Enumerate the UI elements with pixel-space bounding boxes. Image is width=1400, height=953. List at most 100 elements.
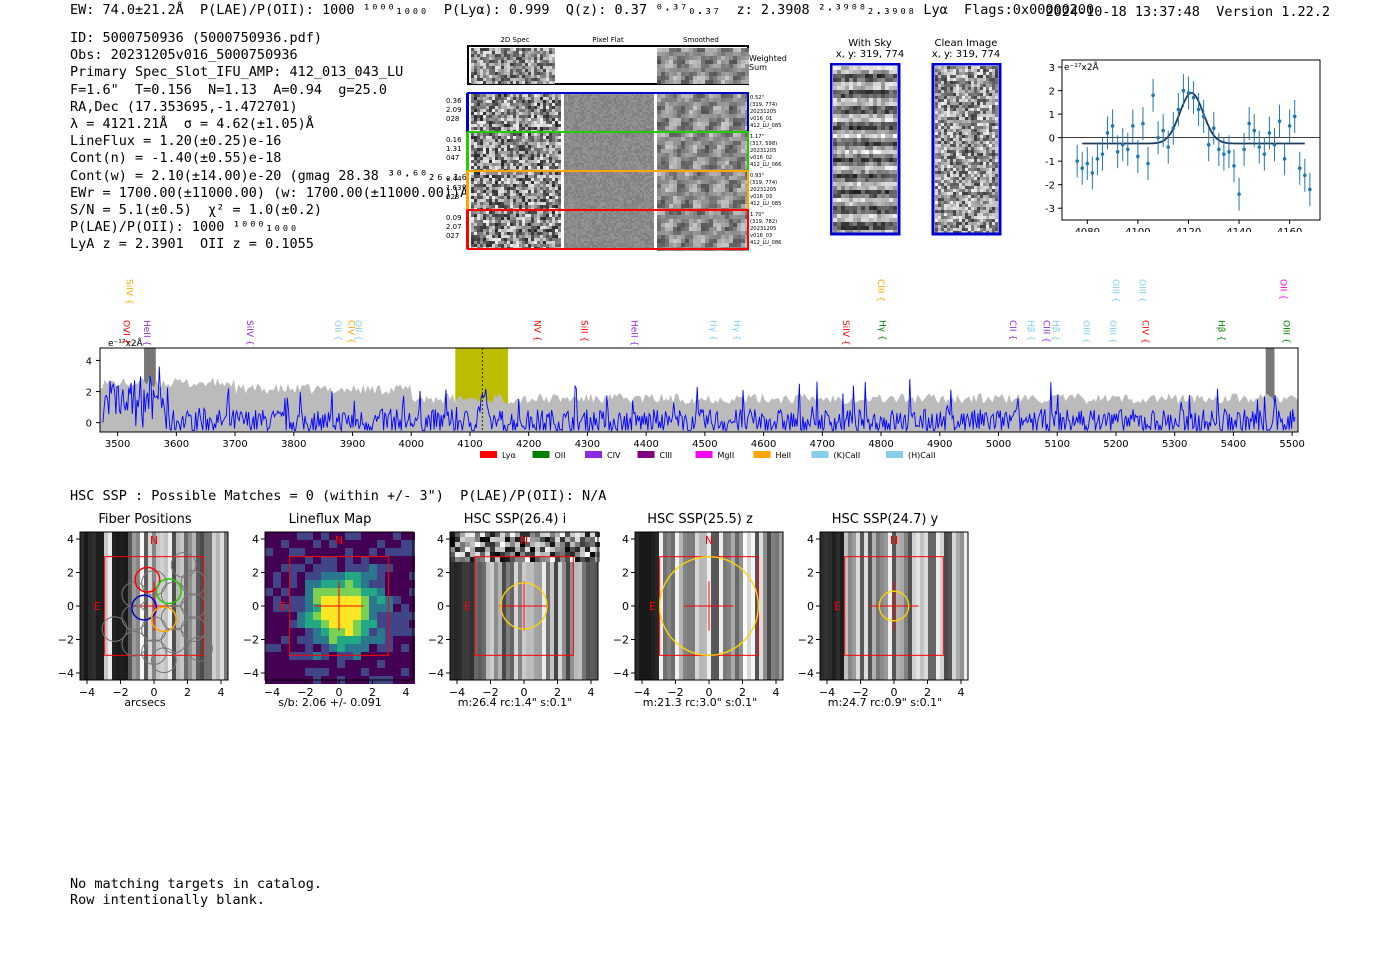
noise-pixel — [620, 180, 622, 182]
noise-pixel — [598, 206, 600, 208]
noise-pixel — [574, 133, 576, 135]
noise-pixel — [586, 202, 588, 204]
noise-pixel — [652, 139, 654, 141]
noise-pixel — [471, 199, 474, 202]
noise-pixel — [614, 112, 616, 114]
noise-pixel — [495, 103, 498, 106]
noise-pixel — [543, 139, 546, 142]
noise-pixel — [525, 75, 528, 78]
noise-pixel — [564, 122, 566, 124]
noise-pixel — [626, 100, 628, 102]
smooth-pixel — [661, 110, 665, 114]
noise-pixel — [528, 178, 531, 181]
noise-pixel — [543, 103, 546, 106]
noise-pixel — [513, 81, 516, 84]
smooth-pixel — [677, 48, 681, 52]
noise-pixel — [588, 163, 590, 165]
smooth-pixel — [669, 118, 673, 122]
noise-pixel — [618, 112, 620, 114]
noise-pixel — [471, 103, 474, 106]
smooth-pixel — [669, 56, 673, 60]
noise-pixel — [568, 143, 570, 145]
noise-pixel — [570, 182, 572, 184]
noise-pixel — [632, 163, 634, 165]
noise-pixel — [570, 108, 572, 110]
noise-pixel — [483, 151, 486, 154]
noise-pixel — [543, 60, 546, 63]
noise-pixel — [632, 157, 634, 159]
smooth-pixel — [721, 165, 725, 169]
noise-pixel — [528, 118, 531, 121]
noise-pixel — [624, 106, 626, 108]
noise-pixel — [600, 135, 602, 137]
noise-pixel — [564, 182, 566, 184]
noise-pixel — [580, 120, 582, 122]
noise-pixel — [640, 182, 642, 184]
smooth-pixel — [725, 153, 729, 157]
smooth-pixel — [661, 133, 665, 137]
noise-pixel — [543, 69, 546, 72]
noise-pixel — [650, 188, 652, 190]
noise-pixel — [606, 145, 608, 147]
noise-pixel — [584, 110, 586, 112]
smooth-pixel — [713, 72, 717, 76]
noise-pixel — [570, 120, 572, 122]
noise-pixel — [572, 165, 574, 167]
noise-pixel — [510, 78, 513, 81]
smooth-pixel — [657, 72, 661, 76]
noise-pixel — [543, 175, 546, 178]
noise-pixel — [620, 120, 622, 122]
noise-pixel — [558, 103, 561, 106]
noise-pixel — [564, 172, 566, 174]
noise-pixel — [549, 136, 552, 139]
noise-pixel — [582, 100, 584, 102]
smooth-pixel — [681, 80, 685, 84]
noise-pixel — [552, 48, 555, 51]
noise-pixel — [498, 94, 501, 97]
noise-pixel — [501, 187, 504, 190]
noise-pixel — [636, 143, 638, 145]
noise-pixel — [489, 178, 492, 181]
noise-pixel — [574, 172, 576, 174]
smooth-pixel — [681, 149, 685, 153]
smooth-pixel — [697, 98, 701, 102]
noise-pixel — [588, 96, 590, 98]
noise-pixel — [616, 184, 618, 186]
smooth-pixel — [689, 110, 693, 114]
smooth-pixel — [725, 106, 729, 110]
noise-pixel — [519, 118, 522, 121]
noise-pixel — [614, 139, 616, 141]
noise-pixel — [477, 151, 480, 154]
noise-pixel — [616, 180, 618, 182]
noise-pixel — [612, 145, 614, 147]
noise-pixel — [552, 94, 555, 97]
noise-pixel — [606, 161, 608, 163]
smooth-pixel — [681, 122, 685, 126]
noise-pixel — [540, 106, 543, 109]
noise-pixel — [546, 115, 549, 118]
noise-pixel — [584, 200, 586, 202]
noise-pixel — [582, 94, 584, 96]
noise-pixel — [516, 139, 519, 142]
noise-pixel — [608, 184, 610, 186]
noise-pixel — [626, 206, 628, 208]
noise-pixel — [628, 188, 630, 190]
smooth-pixel — [729, 80, 733, 84]
noise-pixel — [519, 196, 522, 199]
noise-pixel — [588, 120, 590, 122]
noise-pixel — [528, 199, 531, 202]
noise-pixel — [646, 120, 648, 122]
noise-pixel — [592, 108, 594, 110]
noise-pixel — [652, 192, 654, 194]
noise-pixel — [596, 114, 598, 116]
smooth-pixel — [669, 68, 673, 72]
noise-pixel — [644, 126, 646, 128]
noise-pixel — [600, 196, 602, 198]
noise-pixel — [590, 124, 592, 126]
noise-pixel — [578, 161, 580, 163]
noise-pixel — [566, 153, 568, 155]
noise-pixel — [522, 81, 525, 84]
noise-pixel — [612, 143, 614, 145]
noise-pixel — [610, 139, 612, 141]
noise-pixel — [537, 157, 540, 160]
